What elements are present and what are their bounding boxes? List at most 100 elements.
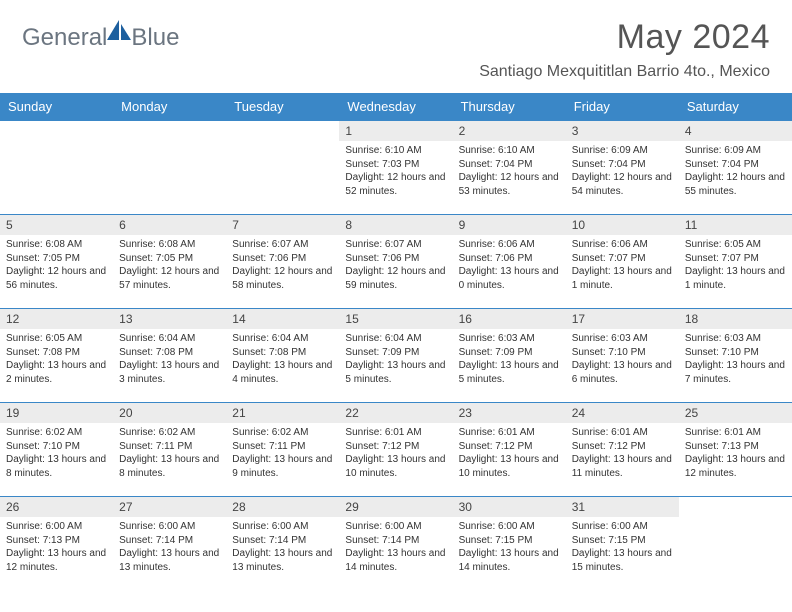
day-details: Sunrise: 6:00 AMSunset: 7:14 PMDaylight:…	[339, 517, 452, 578]
calendar-cell: 23Sunrise: 6:01 AMSunset: 7:12 PMDayligh…	[453, 403, 566, 497]
day-number: 5	[0, 215, 113, 235]
day-header-cell: Thursday	[453, 93, 566, 121]
logo-word2: Blue	[131, 24, 179, 52]
calendar-cell: 4Sunrise: 6:09 AMSunset: 7:04 PMDaylight…	[679, 121, 792, 215]
day-number: 23	[453, 403, 566, 423]
calendar-cell: 28Sunrise: 6:00 AMSunset: 7:14 PMDayligh…	[226, 497, 339, 591]
calendar-cell	[113, 121, 226, 215]
calendar-table: SundayMondayTuesdayWednesdayThursdayFrid…	[0, 93, 792, 591]
day-number: 19	[0, 403, 113, 423]
calendar-cell: 18Sunrise: 6:03 AMSunset: 7:10 PMDayligh…	[679, 309, 792, 403]
logo: General Blue	[22, 18, 179, 52]
calendar-cell: 9Sunrise: 6:06 AMSunset: 7:06 PMDaylight…	[453, 215, 566, 309]
day-header-cell: Saturday	[679, 93, 792, 121]
logo-word1: General	[22, 24, 107, 52]
calendar-cell: 20Sunrise: 6:02 AMSunset: 7:11 PMDayligh…	[113, 403, 226, 497]
calendar-cell: 13Sunrise: 6:04 AMSunset: 7:08 PMDayligh…	[113, 309, 226, 403]
calendar-row: 26Sunrise: 6:00 AMSunset: 7:13 PMDayligh…	[0, 497, 792, 591]
day-details: Sunrise: 6:09 AMSunset: 7:04 PMDaylight:…	[679, 141, 792, 202]
day-number: 14	[226, 309, 339, 329]
day-number: 3	[566, 121, 679, 141]
day-details: Sunrise: 6:03 AMSunset: 7:10 PMDaylight:…	[566, 329, 679, 390]
day-number: 24	[566, 403, 679, 423]
day-details: Sunrise: 6:01 AMSunset: 7:12 PMDaylight:…	[339, 423, 452, 484]
day-details: Sunrise: 6:04 AMSunset: 7:09 PMDaylight:…	[339, 329, 452, 390]
day-number: 31	[566, 497, 679, 517]
title-block: May 2024 Santiago Mexquititlan Barrio 4t…	[479, 18, 770, 81]
day-number: 11	[679, 215, 792, 235]
day-number: 6	[113, 215, 226, 235]
day-number: 15	[339, 309, 452, 329]
day-details: Sunrise: 6:00 AMSunset: 7:14 PMDaylight:…	[226, 517, 339, 578]
day-details: Sunrise: 6:03 AMSunset: 7:09 PMDaylight:…	[453, 329, 566, 390]
calendar-cell: 21Sunrise: 6:02 AMSunset: 7:11 PMDayligh…	[226, 403, 339, 497]
day-header-row: SundayMondayTuesdayWednesdayThursdayFrid…	[0, 93, 792, 121]
day-details: Sunrise: 6:02 AMSunset: 7:11 PMDaylight:…	[226, 423, 339, 484]
calendar-cell: 11Sunrise: 6:05 AMSunset: 7:07 PMDayligh…	[679, 215, 792, 309]
day-number: 8	[339, 215, 452, 235]
day-number: 10	[566, 215, 679, 235]
day-number: 18	[679, 309, 792, 329]
day-number: 26	[0, 497, 113, 517]
calendar-cell: 29Sunrise: 6:00 AMSunset: 7:14 PMDayligh…	[339, 497, 452, 591]
calendar-cell: 12Sunrise: 6:05 AMSunset: 7:08 PMDayligh…	[0, 309, 113, 403]
day-details: Sunrise: 6:06 AMSunset: 7:07 PMDaylight:…	[566, 235, 679, 296]
calendar-cell: 1Sunrise: 6:10 AMSunset: 7:03 PMDaylight…	[339, 121, 452, 215]
sail-icon	[107, 20, 133, 42]
calendar-cell: 14Sunrise: 6:04 AMSunset: 7:08 PMDayligh…	[226, 309, 339, 403]
day-number: 9	[453, 215, 566, 235]
day-number: 28	[226, 497, 339, 517]
calendar-cell: 6Sunrise: 6:08 AMSunset: 7:05 PMDaylight…	[113, 215, 226, 309]
day-details: Sunrise: 6:01 AMSunset: 7:13 PMDaylight:…	[679, 423, 792, 484]
calendar-cell: 31Sunrise: 6:00 AMSunset: 7:15 PMDayligh…	[566, 497, 679, 591]
day-header-cell: Friday	[566, 93, 679, 121]
page-title: May 2024	[479, 18, 770, 57]
calendar-cell: 22Sunrise: 6:01 AMSunset: 7:12 PMDayligh…	[339, 403, 452, 497]
calendar-cell: 7Sunrise: 6:07 AMSunset: 7:06 PMDaylight…	[226, 215, 339, 309]
header: General Blue May 2024 Santiago Mexquitit…	[0, 0, 792, 83]
day-details: Sunrise: 6:00 AMSunset: 7:15 PMDaylight:…	[566, 517, 679, 578]
calendar-cell: 19Sunrise: 6:02 AMSunset: 7:10 PMDayligh…	[0, 403, 113, 497]
calendar-cell: 27Sunrise: 6:00 AMSunset: 7:14 PMDayligh…	[113, 497, 226, 591]
day-details: Sunrise: 6:04 AMSunset: 7:08 PMDaylight:…	[226, 329, 339, 390]
day-details: Sunrise: 6:07 AMSunset: 7:06 PMDaylight:…	[226, 235, 339, 296]
day-details: Sunrise: 6:03 AMSunset: 7:10 PMDaylight:…	[679, 329, 792, 390]
day-details: Sunrise: 6:06 AMSunset: 7:06 PMDaylight:…	[453, 235, 566, 296]
day-number: 17	[566, 309, 679, 329]
calendar-cell: 17Sunrise: 6:03 AMSunset: 7:10 PMDayligh…	[566, 309, 679, 403]
calendar-cell: 3Sunrise: 6:09 AMSunset: 7:04 PMDaylight…	[566, 121, 679, 215]
day-details: Sunrise: 6:07 AMSunset: 7:06 PMDaylight:…	[339, 235, 452, 296]
day-details: Sunrise: 6:00 AMSunset: 7:15 PMDaylight:…	[453, 517, 566, 578]
calendar-cell: 24Sunrise: 6:01 AMSunset: 7:12 PMDayligh…	[566, 403, 679, 497]
day-header-cell: Monday	[113, 93, 226, 121]
day-details: Sunrise: 6:09 AMSunset: 7:04 PMDaylight:…	[566, 141, 679, 202]
calendar-cell: 15Sunrise: 6:04 AMSunset: 7:09 PMDayligh…	[339, 309, 452, 403]
calendar-row: 12Sunrise: 6:05 AMSunset: 7:08 PMDayligh…	[0, 309, 792, 403]
calendar-row: 1Sunrise: 6:10 AMSunset: 7:03 PMDaylight…	[0, 121, 792, 215]
calendar-cell: 2Sunrise: 6:10 AMSunset: 7:04 PMDaylight…	[453, 121, 566, 215]
day-details: Sunrise: 6:10 AMSunset: 7:03 PMDaylight:…	[339, 141, 452, 202]
day-number: 16	[453, 309, 566, 329]
day-details: Sunrise: 6:08 AMSunset: 7:05 PMDaylight:…	[113, 235, 226, 296]
day-number: 30	[453, 497, 566, 517]
calendar-cell: 25Sunrise: 6:01 AMSunset: 7:13 PMDayligh…	[679, 403, 792, 497]
day-details: Sunrise: 6:08 AMSunset: 7:05 PMDaylight:…	[0, 235, 113, 296]
calendar-body: 1Sunrise: 6:10 AMSunset: 7:03 PMDaylight…	[0, 121, 792, 591]
day-header-cell: Wednesday	[339, 93, 452, 121]
day-header-cell: Sunday	[0, 93, 113, 121]
calendar-cell: 5Sunrise: 6:08 AMSunset: 7:05 PMDaylight…	[0, 215, 113, 309]
calendar-cell	[0, 121, 113, 215]
day-number: 29	[339, 497, 452, 517]
day-details: Sunrise: 6:05 AMSunset: 7:07 PMDaylight:…	[679, 235, 792, 296]
day-number: 1	[339, 121, 452, 141]
calendar-cell: 30Sunrise: 6:00 AMSunset: 7:15 PMDayligh…	[453, 497, 566, 591]
calendar-cell: 8Sunrise: 6:07 AMSunset: 7:06 PMDaylight…	[339, 215, 452, 309]
day-details: Sunrise: 6:02 AMSunset: 7:10 PMDaylight:…	[0, 423, 113, 484]
calendar-row: 5Sunrise: 6:08 AMSunset: 7:05 PMDaylight…	[0, 215, 792, 309]
day-number: 20	[113, 403, 226, 423]
day-number: 12	[0, 309, 113, 329]
day-number: 7	[226, 215, 339, 235]
day-details: Sunrise: 6:02 AMSunset: 7:11 PMDaylight:…	[113, 423, 226, 484]
calendar-cell	[226, 121, 339, 215]
calendar-row: 19Sunrise: 6:02 AMSunset: 7:10 PMDayligh…	[0, 403, 792, 497]
